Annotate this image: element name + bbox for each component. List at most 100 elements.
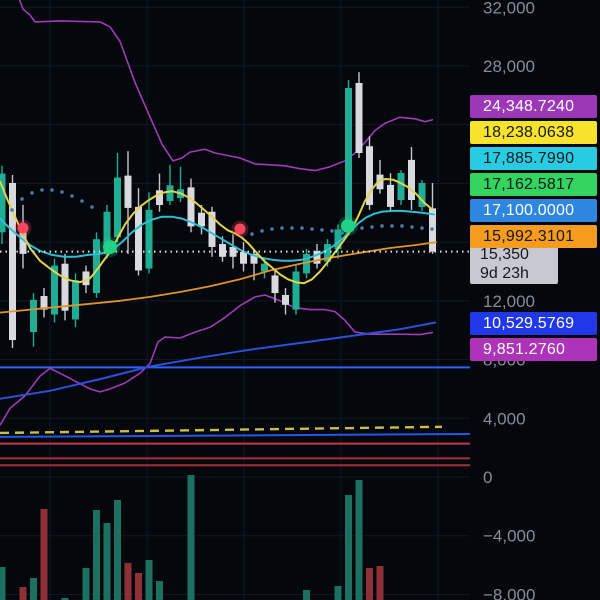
candle-body [82, 271, 90, 286]
price-tick: 28,000 [483, 57, 535, 76]
ma-orange-line [0, 241, 437, 314]
volume-bar [114, 500, 121, 600]
candle-body [145, 209, 153, 269]
volume-bar [30, 578, 37, 600]
candle-body [397, 172, 405, 200]
candle-body [156, 190, 163, 205]
buy-signal-marker[interactable] [103, 240, 117, 255]
candle-body [51, 265, 58, 315]
sell-signal-marker[interactable] [17, 222, 29, 234]
volume-bar [366, 568, 373, 600]
volume-bar [61, 598, 69, 600]
volume-bar [0, 567, 6, 600]
sar-dot [340, 231, 344, 235]
sar-dot [400, 224, 404, 228]
volume-bar [187, 475, 195, 600]
sar-dot [10, 208, 14, 212]
candle-body [103, 211, 111, 254]
sar-dot [90, 205, 94, 209]
sar-dot [20, 197, 24, 201]
buy-signal-marker[interactable] [341, 218, 355, 233]
price-tick: 8,000 [483, 351, 526, 370]
sar-dot [40, 188, 44, 192]
sar-dot [330, 229, 334, 233]
candle-body [135, 206, 142, 271]
candle-body [355, 82, 363, 154]
volume-bar [93, 510, 100, 600]
candle-body [240, 251, 247, 264]
sar-dot [250, 232, 254, 236]
sell-signal-marker[interactable] [234, 223, 246, 235]
volume-bar [345, 495, 352, 600]
sar-dot [70, 194, 74, 198]
candle-body [324, 244, 331, 262]
candle-body [366, 146, 373, 205]
price-tick: 0 [483, 468, 492, 487]
sar-dot [310, 227, 314, 231]
candle-body [219, 244, 226, 257]
sar-dot [80, 199, 84, 203]
candle-body [198, 212, 205, 227]
horizontal-level-blue-low[interactable] [0, 432, 470, 438]
candle-body [418, 182, 426, 208]
volume-bar [103, 523, 111, 600]
ma-blue-line [0, 321, 437, 400]
candle-body [229, 246, 237, 257]
price-tick: −8,000 [483, 585, 535, 600]
volume-bar [355, 480, 363, 600]
candle-body [9, 182, 16, 341]
sar-dot [320, 228, 324, 232]
candle-body [93, 239, 100, 294]
sar-dot [410, 225, 414, 229]
candle-body [408, 159, 415, 200]
candle-body [30, 299, 37, 333]
sar-dot [290, 226, 294, 230]
sar-dot [50, 188, 54, 192]
price-tick: 4,000 [483, 409, 526, 428]
dashed-level-yellow[interactable] [0, 425, 443, 435]
sar-dot [270, 227, 274, 231]
volume-bar [82, 568, 90, 600]
volume-bar [334, 586, 342, 600]
volume-bar [124, 563, 132, 600]
price-tick: −4,000 [483, 527, 535, 546]
volume-bar [40, 509, 48, 600]
price-tick: 12,000 [483, 292, 535, 311]
ma-cyan-line [0, 209, 435, 262]
candle-body [313, 250, 321, 264]
candle-body [0, 173, 6, 233]
sar-dot [260, 229, 264, 233]
bb-upper-line [18, 0, 434, 172]
candle-body [345, 87, 352, 224]
candle-body [303, 253, 310, 274]
plot-area[interactable] [0, 0, 470, 600]
volume-bar [135, 573, 142, 600]
candle-body [261, 263, 268, 272]
candle-body [114, 177, 121, 238]
sar-dot [430, 227, 434, 231]
volume-bar [156, 581, 163, 600]
candle-body [387, 184, 394, 207]
candle-body [166, 185, 174, 202]
candle-body [271, 275, 279, 294]
candle-body [250, 253, 258, 264]
candle-body [376, 174, 384, 190]
candle-body [124, 175, 132, 208]
sar-dot [280, 226, 284, 230]
bb-lower-line [0, 294, 434, 426]
candle-body [72, 280, 79, 320]
price-tick: 32,000 [483, 0, 535, 17]
volume-bar [376, 566, 384, 600]
volume-bar [19, 587, 27, 600]
sar-dot [360, 226, 364, 230]
sar-dot [30, 191, 34, 195]
sar-dot [390, 224, 394, 228]
grid-lines [0, 0, 470, 600]
sar-dot [370, 225, 374, 229]
candle-body [208, 211, 216, 247]
ma-yellow-line [0, 178, 433, 285]
candle-body [19, 232, 27, 254]
sar-dot [380, 224, 384, 228]
